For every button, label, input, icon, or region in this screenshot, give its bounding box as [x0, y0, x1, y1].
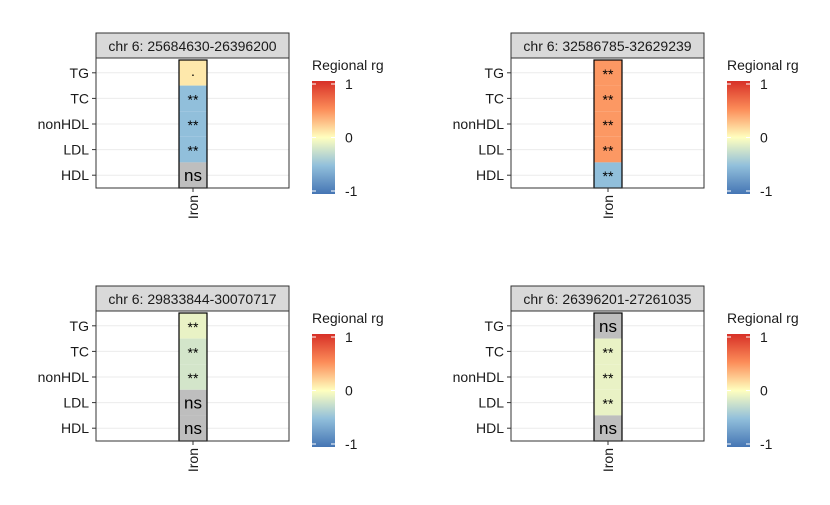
y-tick-label: LDL	[478, 395, 504, 411]
significance-label: **	[603, 91, 614, 107]
significance-label: **	[603, 66, 614, 82]
heatmap-tile	[594, 389, 622, 416]
significance-label: **	[188, 344, 199, 360]
significance-label: ns	[184, 394, 202, 413]
heatmap-tile	[594, 338, 622, 365]
y-tick-label: HDL	[61, 420, 89, 436]
legend-tick-label: 1	[345, 76, 353, 92]
heatmap-tile	[594, 136, 622, 163]
y-tick-label: TG	[485, 318, 504, 334]
heatmap-tile	[594, 60, 622, 86]
significance-label: **	[603, 168, 614, 184]
heatmap-panel-4: chr 6: 26396201-27261035 TG ns TC ** nonHDL **…	[453, 285, 799, 472]
heatmap-tile	[594, 313, 622, 339]
legend-title: Regional rg	[312, 57, 384, 73]
x-tick-label: Iron	[185, 448, 201, 472]
significance-label: **	[188, 91, 199, 107]
heatmap-tile	[179, 364, 207, 390]
legend-tick-label: 0	[345, 130, 353, 146]
y-tick-label: TG	[70, 318, 89, 334]
heatmap-tile	[179, 85, 207, 112]
y-tick-label: TC	[485, 90, 504, 106]
heatmap-panel-3: chr 6: 29833844-30070717 TG ** TC ** nonHDL **…	[38, 285, 384, 472]
significance-label: **	[188, 319, 199, 335]
legend-tick-label: 1	[760, 76, 768, 92]
panel-title: chr 6: 25684630-26396200	[108, 38, 276, 54]
panel-title: chr 6: 26396201-27261035	[523, 291, 691, 307]
legend-tick-label: 0	[760, 130, 768, 146]
panel-title: chr 6: 32586785-32629239	[523, 38, 691, 54]
y-tick-label: nonHDL	[453, 116, 505, 132]
significance-label: **	[188, 143, 199, 159]
legend-tick-label: -1	[345, 183, 358, 199]
y-tick-label: LDL	[63, 395, 89, 411]
heatmap-tile	[594, 162, 622, 188]
x-tick-label: Iron	[185, 195, 201, 219]
heatmap-tile	[179, 389, 207, 416]
heatmap-tile	[179, 136, 207, 163]
legend-tick-label: -1	[760, 183, 773, 199]
legend-colorbar	[727, 334, 750, 447]
significance-label: ns	[599, 419, 617, 438]
legend-tick-label: -1	[345, 436, 358, 452]
y-tick-label: TG	[485, 65, 504, 81]
legend-colorbar	[727, 81, 750, 194]
heatmap-tile	[594, 85, 622, 112]
significance-label: **	[188, 370, 199, 386]
heatmap-panel-1: chr 6: 25684630-26396200 TG · TC ** nonHDL ** L…	[38, 32, 384, 219]
y-tick-label: nonHDL	[38, 369, 90, 385]
y-tick-label: nonHDL	[38, 116, 90, 132]
significance-label: ·	[191, 66, 196, 82]
significance-label: **	[603, 370, 614, 386]
significance-label: **	[603, 344, 614, 360]
heatmap-tile	[594, 111, 622, 137]
heatmap-tile	[179, 313, 207, 339]
y-tick-label: HDL	[61, 167, 89, 183]
heatmap-tile	[594, 364, 622, 390]
y-tick-label: LDL	[63, 142, 89, 158]
panel-strip	[95, 285, 290, 312]
panel-strip	[95, 32, 290, 59]
significance-label: ns	[184, 166, 202, 185]
panel-strip	[510, 32, 705, 59]
legend-title: Regional rg	[312, 310, 384, 326]
significance-label: ns	[599, 317, 617, 336]
legend-tick-label: 1	[345, 329, 353, 345]
heatmap-tile	[179, 111, 207, 137]
significance-label: **	[603, 117, 614, 133]
legend-colorbar	[312, 334, 335, 447]
x-tick-label: Iron	[600, 195, 616, 219]
x-tick-label: Iron	[600, 448, 616, 472]
y-tick-label: TC	[485, 343, 504, 359]
heatmap-panel-2: chr 6: 32586785-32629239 TG ** TC ** nonHDL **…	[453, 32, 799, 219]
legend-colorbar	[312, 81, 335, 194]
heatmap-tile	[179, 338, 207, 365]
panel-strip	[510, 285, 705, 312]
legend-tick-label: -1	[760, 436, 773, 452]
significance-label: ns	[184, 419, 202, 438]
heatmap-tile	[179, 162, 207, 188]
heatmap-tile	[179, 415, 207, 441]
y-tick-label: nonHDL	[453, 369, 505, 385]
legend-title: Regional rg	[727, 57, 799, 73]
legend-tick-label: 0	[760, 383, 768, 399]
legend-title: Regional rg	[727, 310, 799, 326]
significance-label: **	[188, 117, 199, 133]
heatmap-tile	[594, 415, 622, 441]
legend-tick-label: 0	[345, 383, 353, 399]
significance-label: **	[603, 143, 614, 159]
y-tick-label: HDL	[476, 167, 504, 183]
y-tick-label: TC	[70, 343, 89, 359]
y-tick-label: TG	[70, 65, 89, 81]
panel-title: chr 6: 29833844-30070717	[108, 291, 276, 307]
legend-tick-label: 1	[760, 329, 768, 345]
heatmap-tile	[179, 60, 207, 86]
y-tick-label: LDL	[478, 142, 504, 158]
significance-label: **	[603, 396, 614, 412]
y-tick-label: HDL	[476, 420, 504, 436]
y-tick-label: TC	[70, 90, 89, 106]
